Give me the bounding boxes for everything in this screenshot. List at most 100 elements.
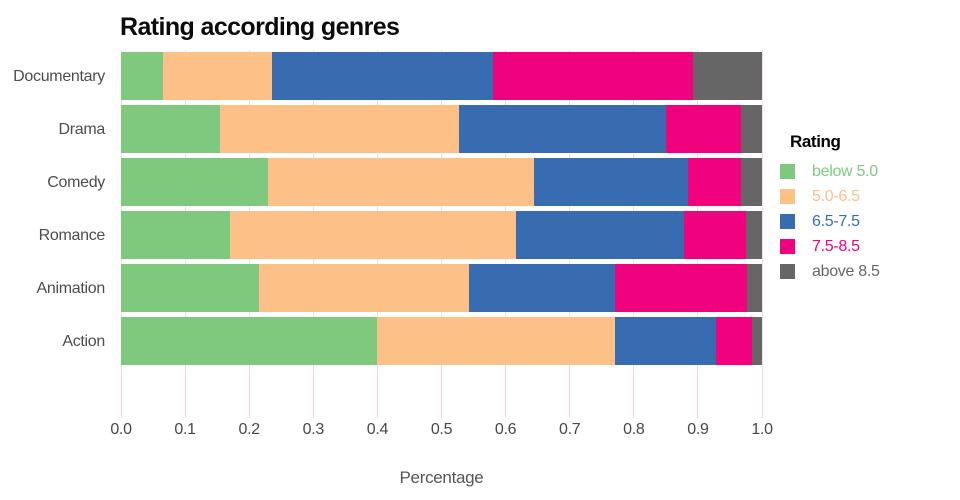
legend-title: Rating (790, 132, 841, 151)
legend-label: below 5.0 (812, 162, 878, 180)
y-axis-label: Romance (38, 226, 106, 244)
x-axis-tick-label: 0.0 (110, 421, 132, 438)
x-axis-title: Percentage (399, 468, 484, 487)
bar-segment (121, 264, 259, 312)
x-axis-tick-label: 0.9 (687, 421, 709, 438)
legend-swatch (780, 214, 795, 229)
gridline (505, 50, 507, 368)
bar-segment (377, 317, 615, 365)
x-axis-tick (505, 368, 507, 418)
bar-segment (745, 211, 762, 259)
gridline (248, 50, 250, 368)
legend-label: 5.0-6.5 (812, 187, 860, 205)
legend-swatch (780, 239, 795, 254)
bar-segment (469, 264, 616, 312)
bar-row-documentary (121, 52, 762, 100)
legend-item: 7.5-8.5 (780, 234, 955, 259)
x-axis-tick (376, 368, 378, 418)
bar-segment (121, 158, 269, 206)
x-axis-tick (761, 368, 763, 418)
bar-segment (220, 105, 460, 153)
bar-segment (534, 158, 689, 206)
bar-segment (492, 52, 694, 100)
bar-segment (121, 105, 221, 153)
legend-item: 5.0-6.5 (780, 184, 955, 209)
bar-segment (666, 105, 741, 153)
x-axis-tick (697, 368, 699, 418)
x-axis-ticks (120, 368, 763, 418)
legend-item: above 8.5 (780, 259, 955, 284)
bar-segment (162, 52, 272, 100)
x-axis-tick-label: 0.4 (366, 421, 389, 438)
gridline (569, 50, 571, 368)
gridline (761, 50, 763, 368)
x-axis-tick-label: 0.8 (623, 421, 645, 438)
x-axis-tick (633, 368, 635, 418)
chart-title: Rating according genres (120, 13, 400, 41)
legend-label: 6.5-7.5 (812, 212, 860, 230)
legend-item: 6.5-7.5 (780, 209, 955, 234)
bar-segment (459, 105, 667, 153)
bar-segment (693, 52, 762, 100)
bar-segment (716, 317, 752, 365)
gridline (184, 50, 186, 368)
plot-area (120, 50, 763, 368)
gridline (376, 50, 378, 368)
bar-segment (746, 264, 762, 312)
legend: Rating below 5.0 5.0-6.5 6.5-7.5 7.5-8.5 abo… (780, 132, 955, 284)
bar-segment (751, 317, 762, 365)
y-axis-labels: Documentary Drama Comedy Romance Animation Ac… (0, 50, 113, 368)
y-axis-label: Animation (36, 279, 106, 297)
gridline (633, 50, 635, 368)
x-axis-tick (248, 368, 250, 418)
gridline (312, 50, 314, 368)
bar-row-animation (121, 264, 762, 312)
bar-row-comedy (121, 158, 762, 206)
bar-segment (740, 158, 762, 206)
bar-segment (229, 211, 516, 259)
bar-segment (268, 158, 535, 206)
y-axis-label: Comedy (47, 173, 105, 191)
legend-swatch (780, 189, 795, 204)
x-axis-tick-label: 0.1 (174, 421, 196, 438)
bar-segment (688, 158, 741, 206)
legend-swatch (780, 164, 795, 179)
gridline (697, 50, 699, 368)
x-axis-tick (312, 368, 314, 418)
legend-label: above 8.5 (812, 262, 880, 280)
bar-row-action (121, 317, 762, 365)
bar-segment (615, 264, 747, 312)
y-axis-label: Documentary (13, 67, 105, 85)
x-axis-tick (569, 368, 571, 418)
legend-item: below 5.0 (780, 159, 955, 184)
x-axis-tick (441, 368, 442, 418)
x-axis-tick-label: 0.7 (559, 421, 581, 438)
legend-items: below 5.0 5.0-6.5 6.5-7.5 7.5-8.5 above 8.5 (780, 159, 955, 284)
bar-segment (121, 211, 230, 259)
x-axis-tick (120, 368, 122, 418)
bar-row-drama (121, 105, 762, 153)
legend-label: 7.5-8.5 (812, 237, 860, 255)
gridline (120, 50, 122, 368)
x-axis-tick-labels: 0.0 0.1 0.2 0.3 0.4 0.5 0.6 0.7 0.8 0.9 1.0 (110, 421, 773, 441)
gridline (441, 50, 442, 368)
x-axis-tick-label: 0.5 (430, 421, 453, 438)
bar-segment (121, 52, 163, 100)
bar-segment (271, 52, 493, 100)
x-axis-tick-label: 0.3 (302, 421, 325, 438)
bar-segment (121, 317, 378, 365)
bar-segment (740, 105, 762, 153)
bar-segment (258, 264, 470, 312)
bar-segment (614, 317, 717, 365)
x-axis-tick-label: 1.0 (751, 421, 773, 438)
bar-row-romance (121, 211, 762, 259)
legend-swatch (780, 264, 795, 279)
x-axis-tick-label: 0.6 (494, 421, 517, 438)
y-axis-label: Action (62, 332, 105, 350)
bar-segment (515, 211, 684, 259)
x-axis-tick-label: 0.2 (238, 421, 261, 438)
x-axis-tick (184, 368, 186, 418)
y-axis-label: Drama (58, 120, 105, 138)
bar-segment (683, 211, 746, 259)
